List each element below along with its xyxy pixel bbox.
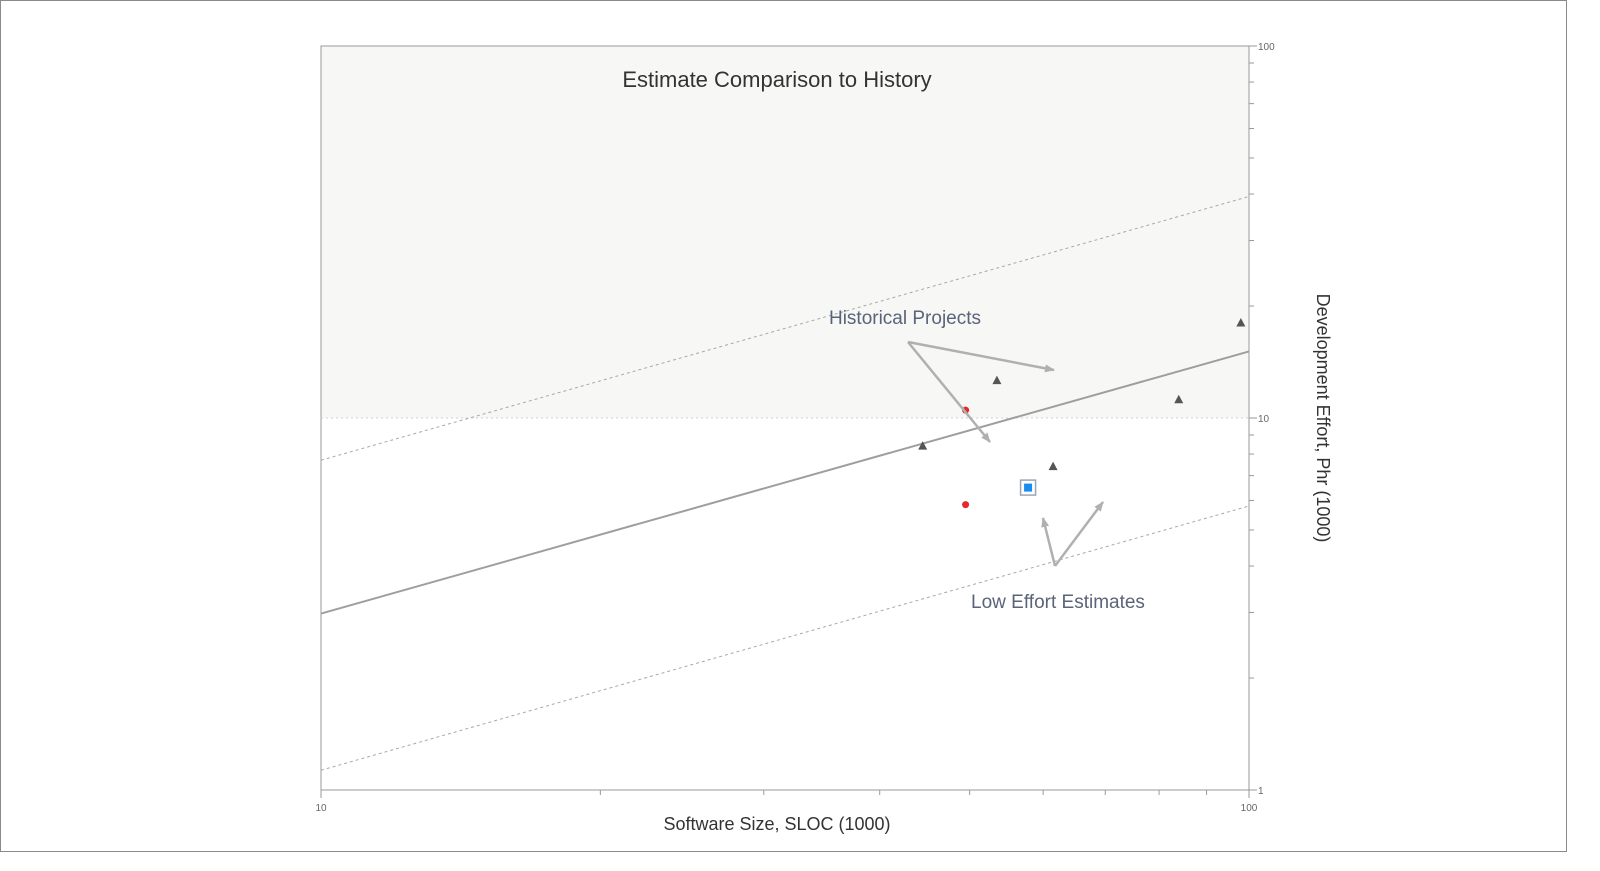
annotation-arrow <box>907 340 1055 373</box>
tick-marks <box>320 45 1257 798</box>
y-tick-label-100: 100 <box>1258 42 1275 53</box>
x-tick-label-10: 10 <box>315 803 327 814</box>
chart-frame: Estimate Comparison to History Historica… <box>0 0 1567 852</box>
upper-shaded-region <box>321 46 1249 418</box>
estimate-point <box>962 501 970 509</box>
chart-title: Estimate Comparison to History <box>622 67 931 92</box>
annotation-arrows <box>907 340 1104 567</box>
y-tick-label-10: 10 <box>1258 414 1270 425</box>
historical-project-point <box>1236 318 1246 327</box>
annotation-arrow <box>1041 517 1057 567</box>
annotation-arrow <box>907 341 991 443</box>
historical-project-point <box>992 375 1002 385</box>
upper-bound-line <box>320 195 1250 461</box>
trend-line <box>320 350 1250 615</box>
x-axis-label: Software Size, SLOC (1000) <box>663 814 890 834</box>
lower-bound-line <box>320 505 1250 771</box>
x-tick-label-100: 100 <box>1241 803 1258 814</box>
annotation-arrow <box>1054 501 1104 567</box>
annotation-low-effort-estimates: Low Effort Estimates <box>971 592 1145 613</box>
annotation-historical-projects: Historical Projects <box>829 308 981 329</box>
historical-project-point <box>1174 394 1184 404</box>
historical-project-point <box>1048 461 1058 471</box>
y-axis-label: Development Effort, Phr (1000) <box>1313 294 1333 543</box>
y-tick-label-1: 1 <box>1258 786 1264 797</box>
historical-project-point <box>918 441 928 450</box>
chart-svg: Estimate Comparison to History Historica… <box>315 42 1333 834</box>
estimate-point-selected <box>1024 483 1033 492</box>
